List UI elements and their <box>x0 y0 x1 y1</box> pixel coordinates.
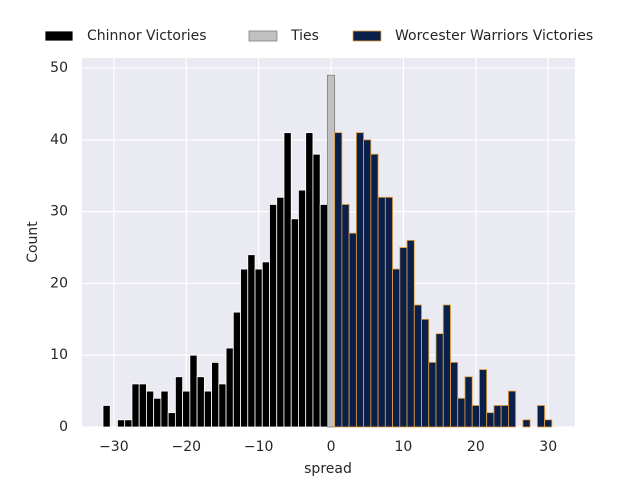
bar <box>377 196 386 428</box>
bar <box>261 261 270 428</box>
bar <box>507 390 517 428</box>
bar <box>406 239 415 428</box>
bar <box>341 204 350 428</box>
bar <box>203 390 212 428</box>
y-tick-label: 20 <box>50 275 68 291</box>
legend-swatch <box>248 30 278 42</box>
y-axis-label: Count <box>25 221 41 263</box>
x-tick-label: −20 <box>171 439 201 455</box>
bar <box>240 268 249 428</box>
bar <box>522 419 531 428</box>
bar <box>486 412 495 428</box>
bar <box>327 74 336 428</box>
bar <box>269 204 278 428</box>
bar <box>247 254 256 428</box>
x-tick-label: −10 <box>244 439 274 455</box>
bar <box>189 354 198 428</box>
bar <box>160 390 169 428</box>
bar <box>348 232 357 428</box>
y-tick-label: 10 <box>50 347 68 363</box>
x-axis-label: spread <box>304 461 352 477</box>
bar <box>500 405 509 428</box>
bar <box>117 419 126 428</box>
legend-label: Chinnor Victories <box>87 28 207 44</box>
bar <box>319 204 328 428</box>
bar <box>334 132 343 428</box>
bar <box>102 405 111 428</box>
bar <box>196 376 205 428</box>
bar <box>312 153 321 428</box>
bar <box>464 376 473 428</box>
bar <box>479 369 488 428</box>
legend-swatch <box>352 30 382 42</box>
bar <box>428 361 437 428</box>
bar <box>298 189 307 428</box>
y-tick-label: 50 <box>50 60 68 76</box>
bar <box>450 361 459 428</box>
bar <box>283 132 292 428</box>
bar <box>167 412 176 428</box>
bar <box>153 397 162 428</box>
bar <box>536 405 545 428</box>
bar <box>182 390 191 428</box>
legend-label: Ties <box>290 28 319 44</box>
bar <box>363 139 372 428</box>
bar <box>370 153 379 428</box>
bar <box>435 333 444 428</box>
bar <box>392 268 401 428</box>
bar <box>421 318 430 428</box>
x-tick-label: −30 <box>99 439 129 455</box>
bar <box>384 196 393 428</box>
bar <box>254 268 263 428</box>
bar <box>413 304 422 428</box>
y-tick-label: 40 <box>50 132 68 148</box>
bar <box>232 311 241 428</box>
bar <box>276 196 285 428</box>
x-tick-label: 0 <box>327 439 336 455</box>
bar <box>355 132 365 428</box>
bar <box>544 419 553 428</box>
bar <box>131 383 140 428</box>
x-tick-label: 30 <box>539 439 557 455</box>
bar <box>290 218 299 428</box>
x-tick-label: 20 <box>467 439 485 455</box>
y-tick-label: 0 <box>59 419 68 435</box>
bar <box>471 405 480 428</box>
y-tick-label: 30 <box>50 204 68 220</box>
legend-label: Worcester Warriors Victories <box>395 28 593 44</box>
legend-swatch <box>44 30 74 42</box>
bar <box>146 390 155 428</box>
bar <box>493 405 502 428</box>
bar <box>138 383 147 428</box>
bar <box>225 347 234 428</box>
bar <box>174 376 184 428</box>
bar <box>457 397 466 428</box>
bar <box>211 361 220 428</box>
bar <box>124 419 133 428</box>
bar <box>305 132 314 428</box>
x-tick-label: 10 <box>395 439 413 455</box>
bar <box>218 383 227 428</box>
bar <box>399 247 408 428</box>
bar <box>442 304 451 428</box>
